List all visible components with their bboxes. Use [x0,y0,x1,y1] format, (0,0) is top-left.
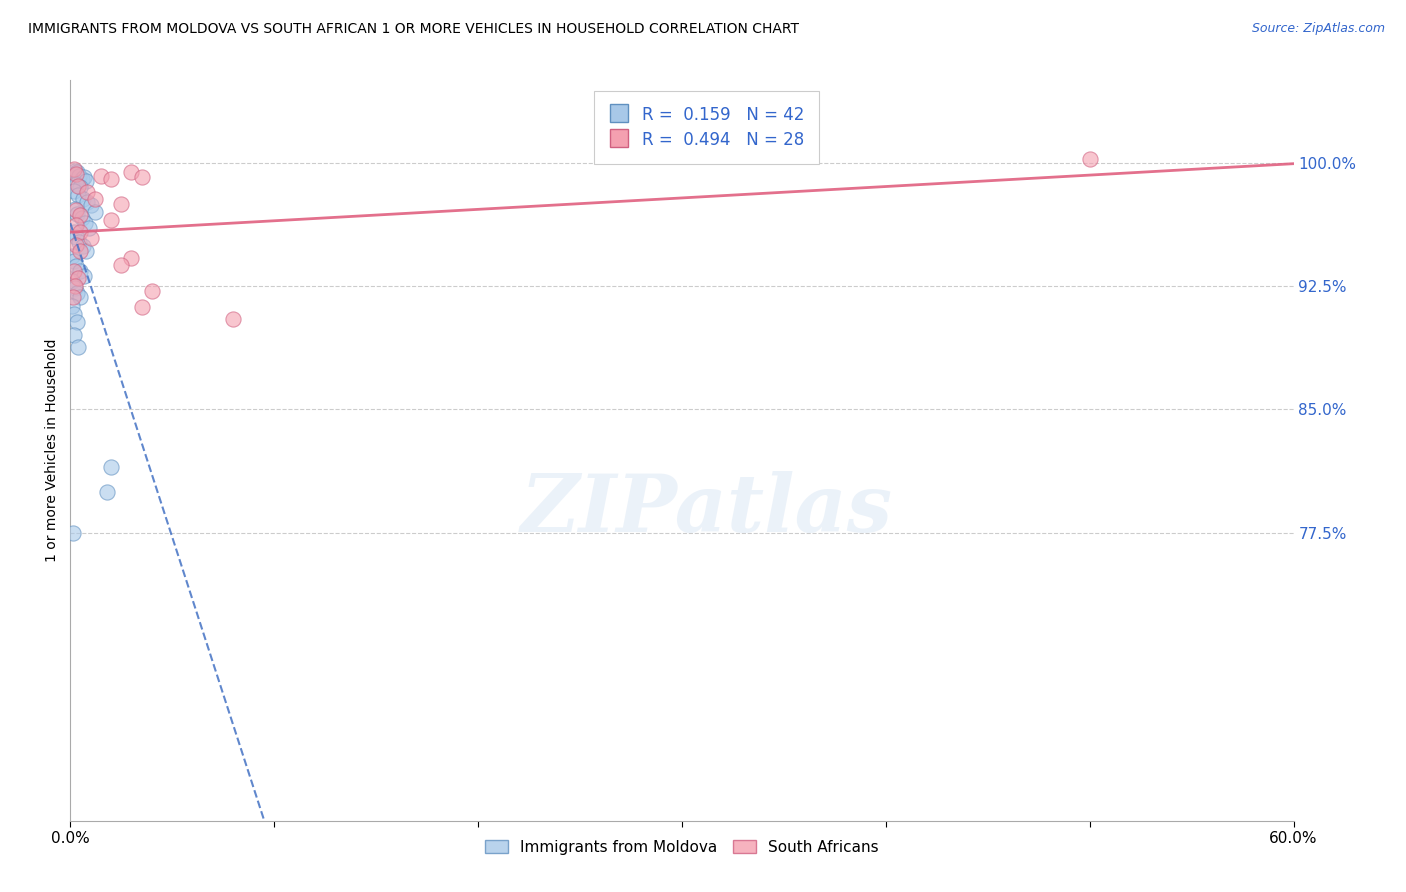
Point [65,218,87,232]
Point [222,311,245,326]
Point [65,280,87,294]
Y-axis label: 1 or more Vehicles in Household: 1 or more Vehicles in Household [45,339,59,562]
Point [69,290,91,304]
Point [96,484,118,499]
Point [69,235,91,249]
Point [83,192,105,206]
Point [66,165,89,179]
Point [100,213,122,227]
Point [72,239,94,253]
Point [63,184,86,198]
Point [65,167,87,181]
Point [70,211,93,226]
Point [65,279,87,293]
Point [69,264,91,278]
Point [72,170,94,185]
Point [69,244,91,259]
Text: Source: ZipAtlas.com: Source: ZipAtlas.com [1251,22,1385,36]
Point [62,167,84,181]
Point [65,163,87,178]
Point [66,315,89,329]
Point [63,225,86,239]
Point [63,307,86,321]
Point [63,264,86,278]
Point [63,328,86,343]
Point [69,180,91,194]
Point [69,208,91,222]
Point [65,259,87,273]
Point [67,178,90,193]
Point [75,244,97,259]
Point [73,216,96,230]
Point [121,165,143,179]
Point [60,274,83,288]
Point [69,225,91,239]
Point [60,249,83,263]
Point [67,188,90,202]
Point [79,231,103,245]
Point [63,162,86,177]
Legend: Immigrants from Moldova, South Africans: Immigrants from Moldova, South Africans [479,834,884,861]
Point [67,340,90,354]
Point [65,229,87,244]
Point [60,299,83,313]
Point [141,284,163,298]
Point [131,301,153,315]
Point [65,237,87,252]
Text: ZIPatlas: ZIPatlas [520,471,893,549]
Point [76,185,98,199]
Point [72,268,94,283]
Point [65,203,87,218]
Point [79,198,103,212]
Point [121,251,143,265]
Point [75,174,97,188]
Point [110,196,132,211]
Point [131,170,153,185]
Point [70,172,93,186]
Point [62,290,84,304]
Point [62,525,84,540]
Point [100,172,122,186]
Point [90,169,112,183]
Point [77,221,100,235]
Point [66,206,89,220]
Point [67,270,90,285]
Point [66,285,89,300]
Point [83,205,105,219]
Point [110,258,132,272]
Point [100,459,122,474]
Point [76,194,98,209]
Point [65,202,87,216]
Text: IMMIGRANTS FROM MOLDOVA VS SOUTH AFRICAN 1 OR MORE VEHICLES IN HOUSEHOLD CORRELA: IMMIGRANTS FROM MOLDOVA VS SOUTH AFRICAN… [28,22,799,37]
Point [65,177,87,191]
Point [1078,153,1101,167]
Point [72,192,94,206]
Point [63,254,86,268]
Point [69,169,91,183]
